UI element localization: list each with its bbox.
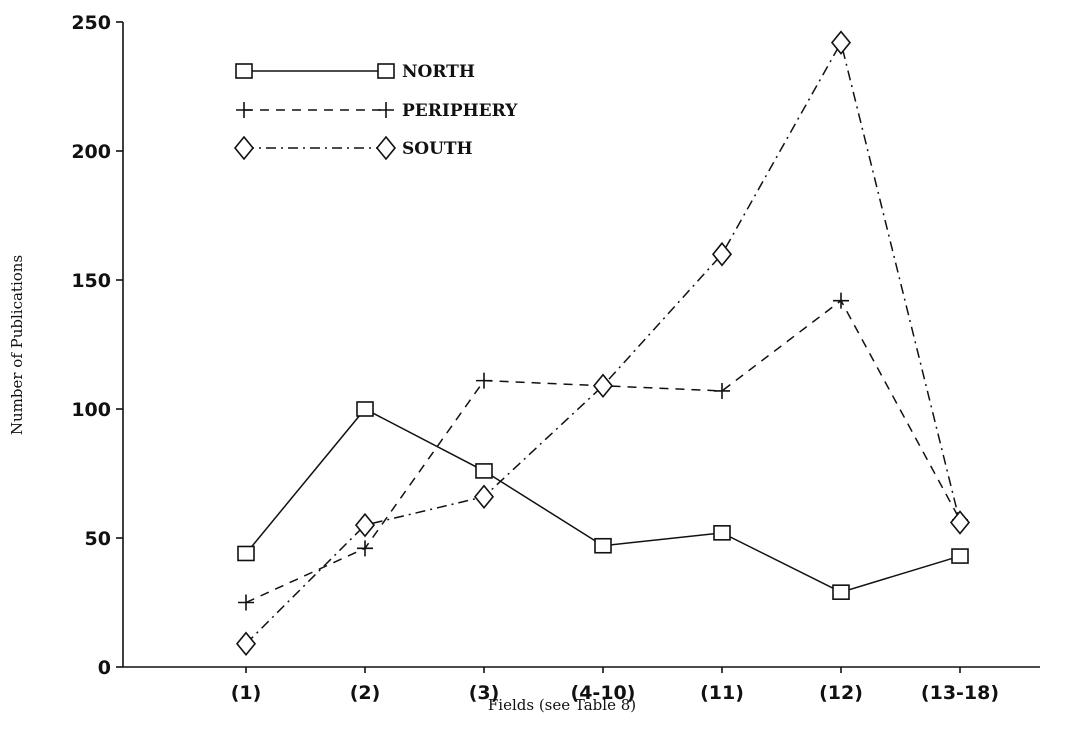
y-tick-label: 50 (85, 528, 111, 550)
legend-marker-periphery (236, 102, 252, 118)
data-point-periphery (714, 382, 730, 399)
legend-item-periphery: PERIPHERY (236, 101, 518, 121)
data-point-north (356, 401, 374, 417)
data-point-north (951, 548, 969, 564)
data-point-periphery (476, 372, 492, 389)
data-point-south (949, 510, 971, 535)
series-line-north (245, 408, 961, 593)
series-north (237, 401, 969, 600)
data-point-periphery (833, 292, 849, 309)
legend-marker-north (377, 63, 395, 79)
data-point-north (594, 537, 612, 554)
y-tick-label: 150 (71, 270, 111, 292)
x-tick-label: (13-18) (921, 682, 999, 704)
series-group (235, 30, 971, 657)
legend-marker-south (233, 135, 255, 161)
x-ticks: (1) (2) (3) (4-10) (11) (12) (13-18) (231, 667, 999, 704)
data-point-periphery (238, 594, 254, 611)
data-point-north (237, 545, 255, 562)
x-tick-label: (3) (469, 682, 500, 704)
legend-label-periphery: PERIPHERY (402, 101, 518, 121)
y-tick-label: 0 (98, 657, 111, 679)
y-ticks: 0 50 100 150 200 250 (71, 12, 123, 679)
data-point-south (711, 241, 733, 267)
legend-label-south: SOUTH (402, 139, 473, 159)
data-point-periphery (357, 540, 373, 557)
legend-marker-south (375, 135, 397, 161)
x-tick-label: (4-10) (571, 682, 636, 704)
legend-marker-periphery (378, 102, 394, 118)
x-axis-title: Fields (see Table 8) (488, 696, 636, 714)
y-tick-label: 250 (71, 12, 111, 34)
x-tick-label: (11) (700, 682, 744, 704)
x-tick-label: (12) (819, 682, 863, 704)
x-tick-label: (1) (231, 682, 262, 704)
series-line-periphery (245, 299, 961, 604)
data-point-south (354, 512, 376, 538)
data-point-south (830, 30, 852, 55)
axes (122, 22, 1040, 668)
data-point-south (592, 373, 614, 399)
data-point-south (235, 631, 257, 657)
y-tick-label: 200 (71, 141, 111, 163)
legend-label-north: NORTH (402, 62, 475, 82)
series-periphery (238, 292, 968, 611)
legend: NORTH PERIPHERY SOUTH (233, 62, 518, 161)
data-point-north (475, 463, 493, 479)
data-point-north (713, 525, 731, 541)
y-tick-label: 100 (71, 399, 111, 421)
y-axis-title: Number of Publications (8, 255, 26, 435)
legend-marker-north (235, 63, 253, 79)
series-south (235, 30, 971, 657)
x-tick-label: (2) (350, 682, 381, 704)
data-point-north (832, 584, 850, 600)
legend-item-south: SOUTH (233, 135, 473, 161)
data-point-south (473, 484, 495, 509)
legend-item-north: NORTH (235, 62, 475, 82)
